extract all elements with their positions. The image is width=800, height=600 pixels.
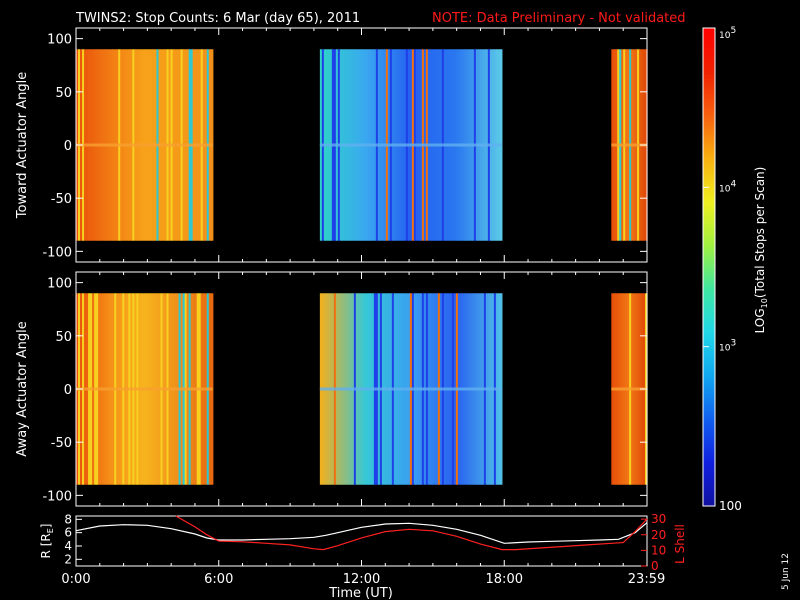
- colorbar-tick-base: 100: [719, 499, 742, 513]
- colorbar-tick-base: 10: [719, 184, 731, 194]
- colorbar-tick-label: 103: [719, 339, 736, 354]
- colorbar-tick-label: 104: [719, 179, 736, 194]
- zero-angle-band: [319, 143, 502, 147]
- ytick-label: -100: [42, 245, 72, 260]
- xtick-label: 6:00: [204, 572, 233, 587]
- orbit-ylabel-left-sub: E: [46, 528, 55, 533]
- colorbar-tick-label: 105: [719, 26, 736, 41]
- colorbar-label-suffix: (Total Stops per Scan): [753, 167, 767, 298]
- colorbar-gradient: [702, 27, 716, 507]
- chart-title: TWINS2: Stop Counts: 6 Mar (day 65), 201…: [75, 11, 360, 26]
- colorbar-label: LOG10(Total Stops per Scan): [753, 167, 769, 334]
- colorbar-tick-exp: 4: [730, 179, 736, 189]
- xtick-label: 0:00: [61, 572, 90, 587]
- ytick-label: 0: [64, 139, 72, 154]
- orbit-ylabel-left: R [RE]: [39, 524, 55, 559]
- colorbar-tick-exp: 3: [730, 339, 736, 349]
- colorbar-label-sub: 10: [760, 298, 769, 308]
- ytick-label: -50: [51, 436, 72, 451]
- orbit-xlabel: Time (UT): [328, 586, 393, 600]
- ytick-label: 100: [47, 33, 72, 48]
- ytick-label: 0: [64, 383, 72, 398]
- xtick-label: 18:00: [486, 572, 523, 587]
- ytick-label-right: 30: [651, 512, 666, 526]
- orbit-ylabel-right: L Shell: [673, 524, 687, 564]
- colorbar-tick-base: 10: [719, 31, 731, 41]
- ytick-label-right: 10: [651, 543, 666, 557]
- colorbar-tick-label: 100: [719, 499, 742, 513]
- zero-angle-band: [319, 387, 502, 391]
- ytick-label-left: 4: [64, 539, 72, 553]
- r-distance-line: [75, 522, 648, 544]
- ytick-label-right: 20: [651, 528, 666, 542]
- toward-ylabel: Toward Actuator Angle: [15, 72, 30, 219]
- ytick-label-left: 6: [64, 526, 72, 540]
- ytick-label: -50: [51, 192, 72, 207]
- ytick-label: 100: [47, 277, 72, 292]
- zero-angle-band: [611, 143, 647, 147]
- away-panel: 100 50 0 -50 -100 Away Actuator Angle: [15, 271, 648, 507]
- colorbar-label-prefix: LOG: [753, 308, 767, 333]
- zero-angle-band: [76, 143, 213, 147]
- ytick-label-left: 8: [64, 512, 72, 526]
- zero-angle-band: [76, 387, 213, 391]
- away-axes: 100 50 0 -50 -100: [42, 271, 648, 507]
- toward-panel: 100 50 0 -50 -100 Toward Actuator Angle: [15, 27, 648, 263]
- orbit-ylabel-left-close: ]: [39, 524, 53, 529]
- l-shell-line: [175, 515, 648, 551]
- preliminary-note: NOTE: Data Preliminary - Not validated: [432, 11, 686, 26]
- away-ylabel: Away Actuator Angle: [15, 321, 30, 456]
- toward-heatmap: [76, 49, 648, 241]
- zero-angle-band: [611, 387, 647, 391]
- orbit-lines: [75, 515, 648, 551]
- ytick-label: -100: [42, 489, 72, 504]
- xtick-label: 23:59: [628, 572, 665, 587]
- ytick-label: 50: [55, 86, 72, 101]
- ytick-label: 50: [55, 330, 72, 345]
- away-heatmap: [76, 293, 648, 485]
- colorbar-tick-base: 10: [719, 344, 731, 354]
- toward-axes: 100 50 0 -50 -100: [42, 27, 648, 263]
- ytick-label-left: 2: [64, 552, 72, 566]
- ytick-label-right: 0: [651, 559, 659, 573]
- xtick-label: 12:00: [343, 572, 380, 587]
- footer-date: 5 Jun 12: [781, 553, 791, 590]
- orbit-ylabel-left-main: R [R: [39, 533, 53, 558]
- colorbar-tick-exp: 5: [730, 26, 736, 36]
